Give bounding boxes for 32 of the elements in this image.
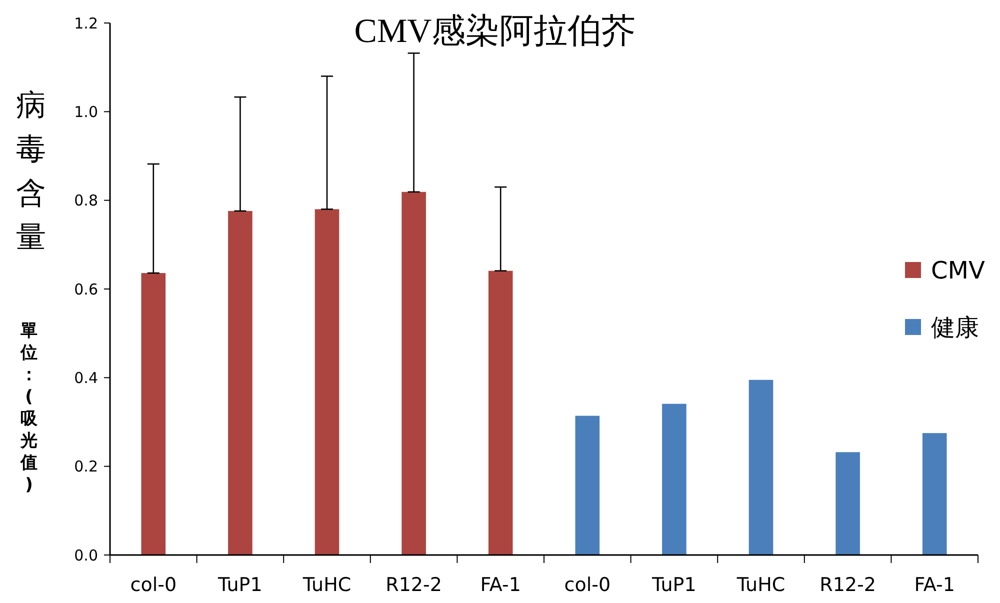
x-tick-label: R12-2 [386, 574, 442, 596]
y-tick-label: 0.4 [74, 368, 98, 387]
x-tick-label: TuHC [302, 574, 352, 596]
bar [748, 380, 774, 555]
x-tick-label: col-0 [564, 574, 611, 596]
y-tick-label: 0.2 [74, 458, 98, 476]
y-tick-label: 1.0 [74, 102, 98, 121]
x-tick-label: FA-1 [914, 574, 955, 596]
x-tick-label: R12-2 [820, 574, 876, 596]
x-tick-label: TuP1 [217, 574, 262, 596]
x-tick-label: TuHC [736, 574, 786, 596]
bar [402, 192, 426, 555]
x-tick-label: FA-1 [480, 574, 521, 596]
chart-title: CMV感染阿拉伯芥 [354, 13, 636, 50]
bar [836, 452, 860, 555]
legend-label: 健康 [931, 313, 979, 342]
bar [141, 273, 166, 555]
bar [314, 209, 340, 555]
bar [662, 404, 686, 555]
y-axis-title: 病毒含量 [16, 88, 46, 255]
x-tick-label: TuP1 [651, 574, 696, 596]
bar [922, 433, 947, 555]
y-tick-label: 1.2 [74, 14, 98, 32]
text: 單位：(吸光值) [20, 321, 38, 495]
bar [575, 416, 600, 555]
bar [228, 210, 252, 555]
legend-label: CMV [931, 256, 986, 284]
y-tick-label: 0.8 [74, 192, 98, 210]
bar [488, 270, 513, 555]
x-tick-label: col-0 [130, 574, 177, 596]
y-tick-label: 0.6 [74, 280, 98, 298]
y-tick-label: 0.0 [74, 546, 98, 564]
